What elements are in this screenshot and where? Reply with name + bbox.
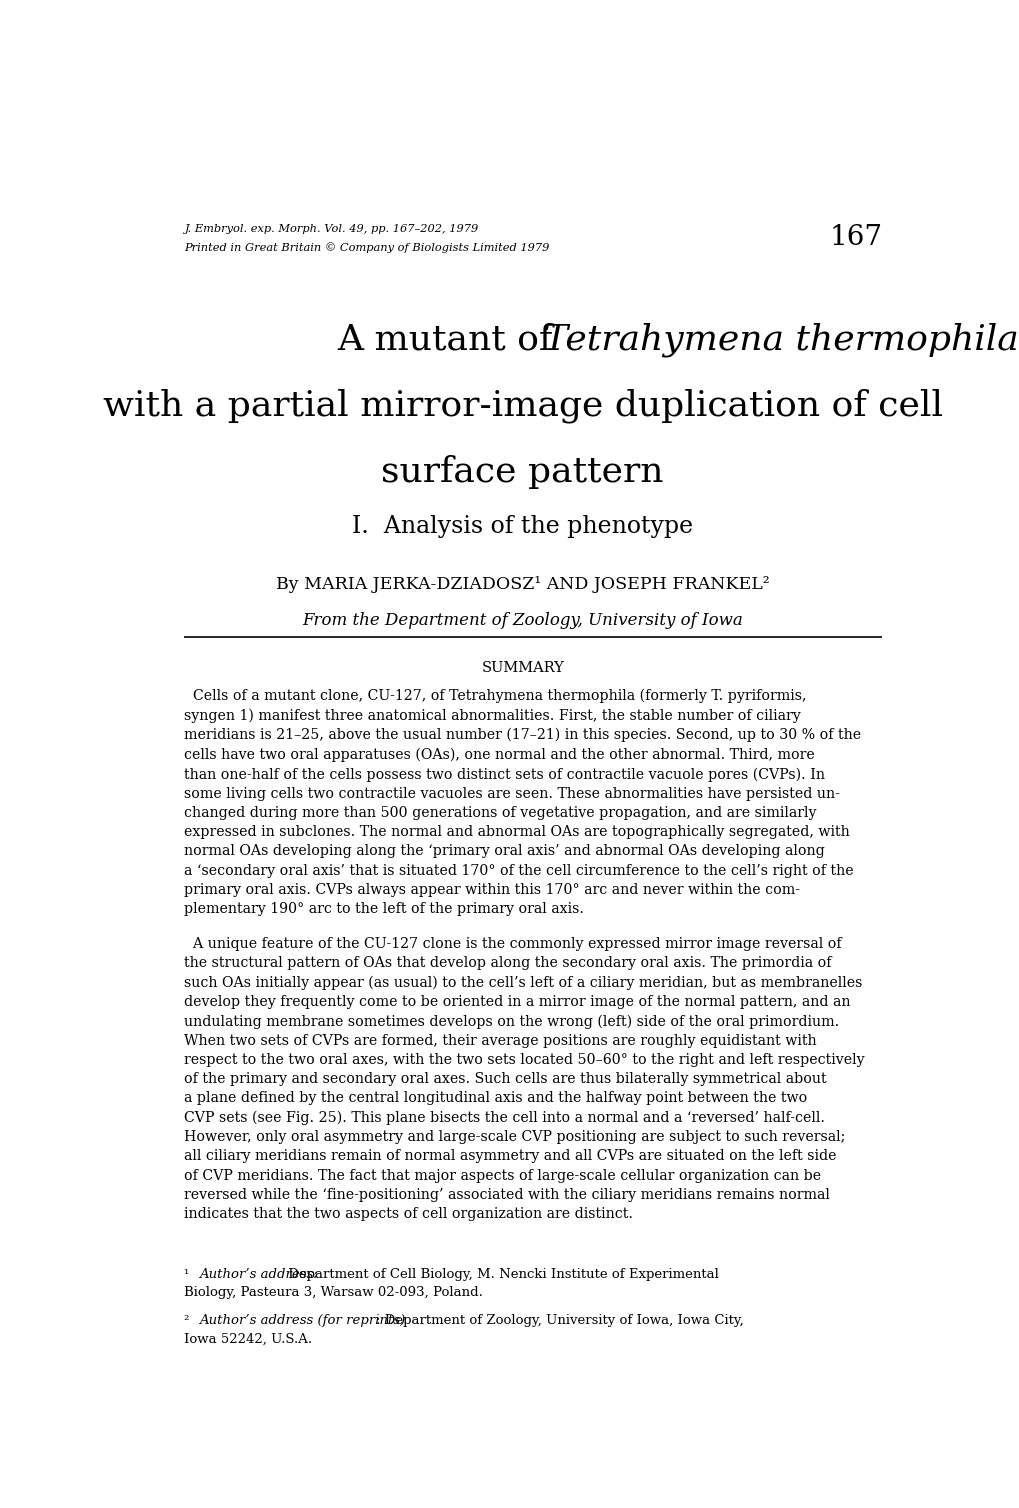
Text: with a partial mirror-image duplication of cell: with a partial mirror-image duplication … <box>103 389 942 424</box>
Text: ²: ² <box>184 1315 194 1327</box>
Text: From the Department of Zoology, University of Iowa: From the Department of Zoology, Universi… <box>302 612 743 629</box>
Text: Author’s address:: Author’s address: <box>199 1268 317 1280</box>
Text: By MARIA JERKA-DZIADOSZ¹ AND JOSEPH FRANKEL²: By MARIA JERKA-DZIADOSZ¹ AND JOSEPH FRAN… <box>276 576 768 593</box>
Text: Cells of a mutant clone, CU-127, of Tetrahymena thermophila (formerly T. pyrifor: Cells of a mutant clone, CU-127, of Tetr… <box>184 688 861 915</box>
Text: Printed in Great Britain © Company of Biologists Limited 1979: Printed in Great Britain © Company of Bi… <box>184 241 549 253</box>
Text: A unique feature of the CU-127 clone is the commonly expressed mirror image reve: A unique feature of the CU-127 clone is … <box>184 936 864 1221</box>
Text: surface pattern: surface pattern <box>381 455 663 489</box>
Text: 167: 167 <box>828 223 881 250</box>
Text: Iowa 52242, U.S.A.: Iowa 52242, U.S.A. <box>184 1333 312 1345</box>
Text: ¹: ¹ <box>184 1268 194 1280</box>
Text: Tetrahymena thermophila: Tetrahymena thermophila <box>543 323 1018 357</box>
Text: Author’s address (for reprints): Author’s address (for reprints) <box>199 1315 405 1327</box>
Text: J. Embryol. exp. Morph. Vol. 49, pp. 167–202, 1979: J. Embryol. exp. Morph. Vol. 49, pp. 167… <box>184 223 478 234</box>
Text: : Department of Zoology, University of Iowa, Iowa City,: : Department of Zoology, University of I… <box>375 1315 743 1327</box>
Text: Department of Cell Biology, M. Nencki Institute of Experimental: Department of Cell Biology, M. Nencki In… <box>283 1268 718 1280</box>
Text: Biology, Pasteura 3, Warsaw 02-093, Poland.: Biology, Pasteura 3, Warsaw 02-093, Pola… <box>184 1286 483 1300</box>
Text: A mutant of: A mutant of <box>336 323 564 356</box>
Text: SUMMARY: SUMMARY <box>481 661 564 674</box>
Text: I.  Analysis of the phenotype: I. Analysis of the phenotype <box>352 516 693 538</box>
